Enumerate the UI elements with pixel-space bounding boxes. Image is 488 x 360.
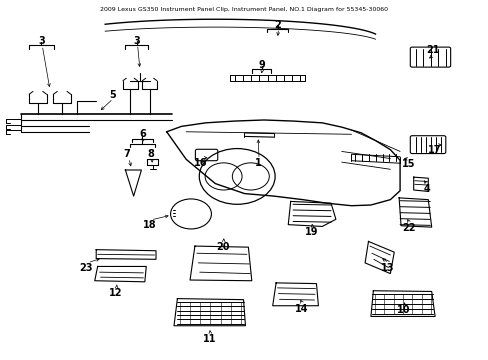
Text: 12: 12 <box>109 288 122 297</box>
Text: 14: 14 <box>295 304 308 314</box>
Text: 13: 13 <box>381 262 394 273</box>
Text: 1: 1 <box>254 158 261 168</box>
Text: 4: 4 <box>423 184 429 194</box>
Text: 3: 3 <box>38 36 44 46</box>
Text: 2: 2 <box>274 19 281 30</box>
Text: 21: 21 <box>426 45 439 55</box>
Text: 11: 11 <box>203 334 216 344</box>
Text: 16: 16 <box>194 158 207 168</box>
Text: 6: 6 <box>139 129 145 139</box>
Text: 19: 19 <box>304 227 318 237</box>
Text: 3: 3 <box>133 36 140 46</box>
Text: 15: 15 <box>401 159 415 169</box>
Text: 5: 5 <box>109 90 115 100</box>
Text: 20: 20 <box>215 242 229 252</box>
Text: 22: 22 <box>401 223 415 233</box>
Text: 17: 17 <box>427 145 441 155</box>
Text: 8: 8 <box>147 149 154 159</box>
Text: 2009 Lexus GS350 Instrument Panel Clip, Instrument Panel, NO.1 Diagram for 55345: 2009 Lexus GS350 Instrument Panel Clip, … <box>101 7 387 12</box>
Text: 23: 23 <box>80 262 93 273</box>
Text: 9: 9 <box>258 60 264 70</box>
Text: 18: 18 <box>142 220 156 230</box>
Text: 10: 10 <box>396 305 410 315</box>
Text: 7: 7 <box>123 149 130 159</box>
